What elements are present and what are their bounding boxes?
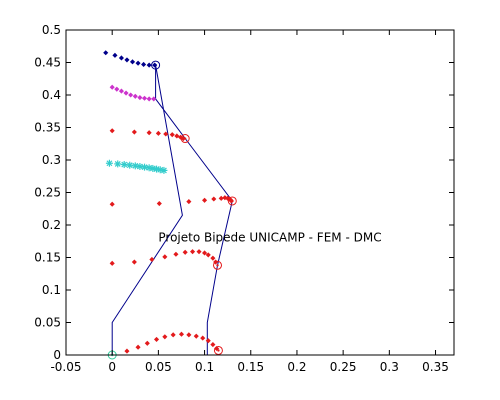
data-point <box>146 130 152 136</box>
y-tick-label: 0 <box>53 348 61 362</box>
x-axis: -0.05 0 0.05 0.1 0.15 0.2 0.25 0.3 0.35 <box>50 30 449 374</box>
joint-marker <box>227 196 237 206</box>
x-tick-label: 0.25 <box>330 360 357 374</box>
y-axis: 0 0.05 0.1 0.15 0.2 0.25 0.3 0.35 0.4 0.45 0.5 <box>34 23 454 362</box>
x-tick-label: 0.3 <box>380 360 399 374</box>
data-point <box>169 132 175 138</box>
data-point <box>114 86 120 92</box>
data-point <box>182 249 188 255</box>
data-point <box>131 259 137 265</box>
data-point <box>202 197 208 203</box>
data-point <box>124 57 130 63</box>
data-point <box>218 195 224 201</box>
y-tick-label: 0.35 <box>34 121 61 135</box>
data-point <box>137 95 143 101</box>
joint-marker <box>151 60 161 70</box>
data-point <box>136 163 144 170</box>
data-point <box>210 342 216 348</box>
data-point <box>146 96 152 102</box>
x-tick-label: 0.05 <box>145 360 172 374</box>
data-point <box>131 162 139 170</box>
data-point <box>141 163 149 171</box>
y-tick-label: 0.45 <box>34 56 61 70</box>
chart-annotation: Projeto Bipede UNICAMP - FEM - DMC <box>158 230 381 244</box>
data-point <box>146 62 152 68</box>
joint-marker <box>180 134 190 144</box>
data-point <box>196 249 202 255</box>
data-point <box>210 255 216 261</box>
data-point <box>123 90 129 96</box>
data-point <box>170 332 176 338</box>
data-point <box>180 136 186 142</box>
data-point <box>153 336 160 342</box>
data-point <box>156 201 162 207</box>
data-point <box>109 260 115 266</box>
data-point <box>114 160 122 168</box>
data-point <box>129 59 136 65</box>
data-point <box>155 130 161 136</box>
y-tick-label: 0.25 <box>34 186 61 200</box>
x-tick-label: 0.1 <box>195 360 214 374</box>
data-point <box>124 348 130 354</box>
data-point <box>131 129 137 135</box>
data-point <box>141 95 148 101</box>
chart-marks <box>103 50 237 360</box>
data-point <box>162 334 168 340</box>
data-point <box>118 55 124 61</box>
y-tick-label: 0.1 <box>42 283 61 297</box>
data-point <box>190 249 196 255</box>
data-point <box>144 340 150 346</box>
data-point <box>109 201 115 207</box>
data-point <box>128 92 134 98</box>
y-tick-label: 0.5 <box>42 23 61 37</box>
y-tick-label: 0.15 <box>34 251 61 265</box>
data-point <box>186 199 192 205</box>
data-point <box>132 93 138 99</box>
y-tick-label: 0.4 <box>42 88 61 102</box>
data-point <box>120 161 128 169</box>
data-point <box>186 332 192 338</box>
data-point <box>211 196 217 202</box>
data-point <box>105 159 113 167</box>
data-point <box>200 335 206 341</box>
data-point <box>141 61 147 67</box>
data-point <box>178 331 185 337</box>
data-point <box>205 252 211 258</box>
data-point <box>205 338 211 344</box>
data-point <box>193 333 199 339</box>
joint-marker <box>213 260 223 270</box>
y-tick-label: 0.05 <box>34 316 61 330</box>
data-point <box>160 166 168 174</box>
axes-frame <box>65 29 455 356</box>
data-point <box>149 256 155 262</box>
y-tick-label: 0.3 <box>42 153 61 167</box>
data-point <box>135 60 141 66</box>
data-point <box>103 50 109 56</box>
x-tick-label: 0.2 <box>287 360 306 374</box>
data-point <box>126 161 134 169</box>
data-point <box>118 88 124 94</box>
x-tick-label: 0.35 <box>422 360 449 374</box>
data-point <box>135 344 141 350</box>
data-point <box>112 52 118 58</box>
data-point <box>163 131 169 137</box>
data-point <box>109 128 115 134</box>
y-tick-label: 0.2 <box>42 218 61 232</box>
x-tick-label: 0.15 <box>237 360 264 374</box>
data-point <box>109 84 115 90</box>
data-point <box>173 251 179 257</box>
x-tick-label: -0.05 <box>50 360 81 374</box>
joint-marker <box>213 345 223 355</box>
robot-link <box>111 65 233 355</box>
x-tick-label: 0 <box>108 360 116 374</box>
data-point <box>202 250 208 256</box>
data-point <box>162 254 168 260</box>
